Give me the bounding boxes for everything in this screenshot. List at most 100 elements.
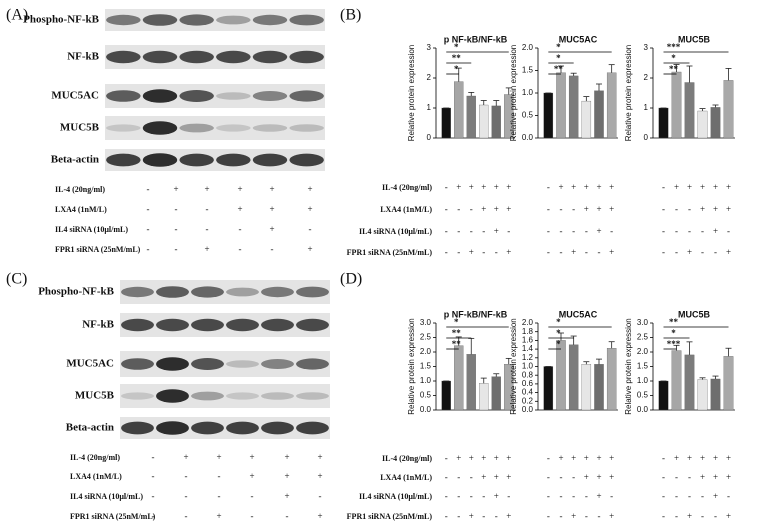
blot-strip — [105, 84, 325, 108]
treatment-sign: - — [507, 491, 510, 501]
blot-band — [226, 318, 259, 332]
blot-band — [226, 360, 259, 368]
treatment-sign: + — [700, 182, 705, 192]
treatment-sign: - — [507, 226, 510, 236]
significance-label: *** — [667, 339, 681, 349]
blot-band — [216, 92, 251, 100]
blot-band — [191, 318, 224, 332]
blot-band — [261, 286, 294, 298]
bar — [671, 350, 682, 411]
bar — [658, 380, 669, 411]
blot-band — [179, 14, 214, 26]
blot-band — [296, 421, 329, 435]
treatment-label: IL-4 (20ng/ml) — [55, 185, 105, 194]
y-tick-label: 1.0 — [522, 362, 534, 371]
treatment-sign: - — [239, 224, 242, 234]
blot-band — [142, 50, 178, 64]
treatment-sign: + — [506, 453, 511, 463]
blot-band — [121, 358, 154, 370]
band-label: Beta-actin — [51, 154, 99, 166]
y-tick-label: 2.5 — [420, 333, 432, 342]
treatment-sign: + — [558, 182, 563, 192]
treatment-sign: - — [727, 491, 730, 501]
blot-band — [216, 15, 251, 25]
chart-title: MUC5B — [678, 309, 711, 319]
treatment-sign: - — [585, 511, 588, 521]
error-bar — [686, 65, 693, 83]
treatment-sign: + — [571, 247, 576, 257]
chart-title: MUC5B — [678, 34, 711, 44]
treatment-sign: - — [572, 472, 575, 482]
treatment-sign: - — [457, 511, 460, 521]
treatment-sign: + — [481, 453, 486, 463]
error-bar — [468, 337, 475, 355]
blot-band — [296, 318, 329, 332]
treatment-sign: - — [239, 244, 242, 254]
bar — [568, 75, 579, 139]
blot-band — [252, 153, 288, 167]
blot-band — [216, 50, 251, 64]
treatment-sign: - — [662, 204, 665, 214]
blot-band — [289, 90, 324, 102]
error-bar — [712, 104, 719, 108]
y-tick-label: 2 — [644, 73, 649, 82]
treatment-sign: + — [494, 226, 499, 236]
treatment-sign: - — [457, 491, 460, 501]
treatment-label: FPR1 siRNA (25nM/mL) — [347, 512, 433, 521]
bar — [710, 378, 721, 411]
treatment-sign: - — [662, 491, 665, 501]
significance-label: * — [454, 42, 459, 52]
treatment-sign: + — [456, 182, 461, 192]
band-label: MUC5AC — [51, 90, 99, 102]
y-tick-label: 0.5 — [637, 391, 649, 400]
blot-band — [296, 392, 329, 400]
blot-band — [179, 153, 214, 167]
panel-label: (D) — [340, 271, 362, 288]
treatment-sign: - — [445, 472, 448, 482]
y-tick-label: 1.6 — [522, 336, 534, 345]
treatment-sign: - — [675, 491, 678, 501]
band-label: MUC5B — [75, 390, 115, 402]
treatment-label: IL4 siRNA (10μl/mL) — [55, 225, 128, 234]
treatment-sign: - — [495, 247, 498, 257]
treatment-sign: - — [675, 226, 678, 236]
treatment-sign: - — [662, 511, 665, 521]
treatment-sign: - — [662, 247, 665, 257]
treatment-sign: - — [662, 226, 665, 236]
treatment-sign: + — [609, 247, 614, 257]
band-label: MUC5AC — [66, 358, 114, 370]
y-tick-label: 0.0 — [637, 405, 649, 414]
y-tick-label: 1.5 — [522, 66, 534, 75]
treatment-sign: - — [152, 491, 155, 501]
blot-band — [106, 50, 141, 64]
error-bar — [725, 68, 732, 81]
y-tick-label: 2.0 — [637, 347, 649, 356]
y-tick-label: 2.5 — [637, 333, 649, 342]
y-tick-label: 1.5 — [637, 362, 649, 371]
treatment-sign: + — [596, 453, 601, 463]
bar — [568, 344, 579, 411]
treatment-sign: + — [726, 182, 731, 192]
y-axis-label: Relative protein expression — [407, 45, 416, 142]
treatment-label: IL4 siRNA (10μl/mL) — [359, 227, 432, 236]
blot-strip — [105, 116, 325, 140]
treatment-sign: + — [584, 182, 589, 192]
treatment-sign: + — [506, 247, 511, 257]
significance-label: ** — [669, 317, 679, 327]
bar — [697, 379, 708, 411]
error-bar — [686, 341, 693, 355]
treatment-sign: - — [286, 511, 289, 521]
treatment-sign: + — [674, 182, 679, 192]
significance-label: * — [671, 328, 676, 338]
bar — [606, 72, 617, 139]
error-bar — [493, 373, 500, 377]
y-tick-label: 1.2 — [522, 353, 534, 362]
error-bar — [596, 83, 602, 91]
bar — [594, 90, 604, 139]
treatment-sign: + — [726, 204, 731, 214]
blot-band — [179, 90, 214, 102]
treatment-sign: + — [494, 491, 499, 501]
bar — [479, 383, 489, 411]
treatment-sign: - — [547, 247, 550, 257]
